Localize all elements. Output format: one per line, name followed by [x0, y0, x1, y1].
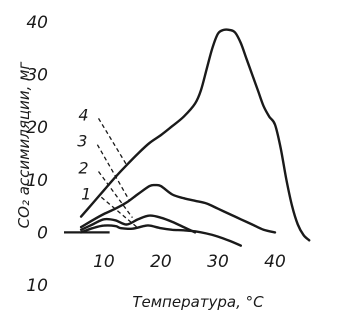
x-tick-label: 40 — [264, 252, 286, 272]
plot-area: 1 2 3 4 — [77, 28, 311, 247]
series-line-1 — [79, 224, 242, 247]
series-leader-4 — [97, 118, 128, 166]
y-tick-label: 20 — [26, 118, 48, 138]
series-label-1: 1 — [81, 184, 91, 203]
y-tick-label: 40 — [26, 13, 48, 33]
series-line-3 — [79, 183, 277, 234]
series-line-2 — [79, 214, 197, 234]
y-axis-title: СО₂ ассимиляции, мг — [15, 62, 33, 229]
series-label-4: 4 — [78, 105, 88, 124]
y-tick-label: 0 — [37, 223, 48, 243]
x-tick-label: 30 — [207, 252, 229, 272]
series-label-3: 3 — [77, 132, 87, 151]
y-tick-label: 10 — [26, 171, 48, 191]
x-tick-label: 10 — [93, 252, 115, 272]
series-leader-1 — [100, 196, 139, 229]
labels: Температура, °С СО₂ ассимиляции, мг — [15, 62, 264, 311]
series-line-4 — [79, 28, 311, 242]
x-tick-label: 20 — [150, 252, 172, 272]
y-tick-label: 30 — [26, 66, 48, 86]
series-label-2: 2 — [78, 158, 88, 177]
series-leader-3 — [96, 144, 131, 202]
series-leader-2 — [97, 171, 133, 219]
x-axis-title: Температура, °С — [132, 293, 264, 311]
axes: 10 0 10 20 30 40 10 20 30 40 — [26, 13, 285, 296]
y-tick-label: 10 — [26, 276, 48, 296]
